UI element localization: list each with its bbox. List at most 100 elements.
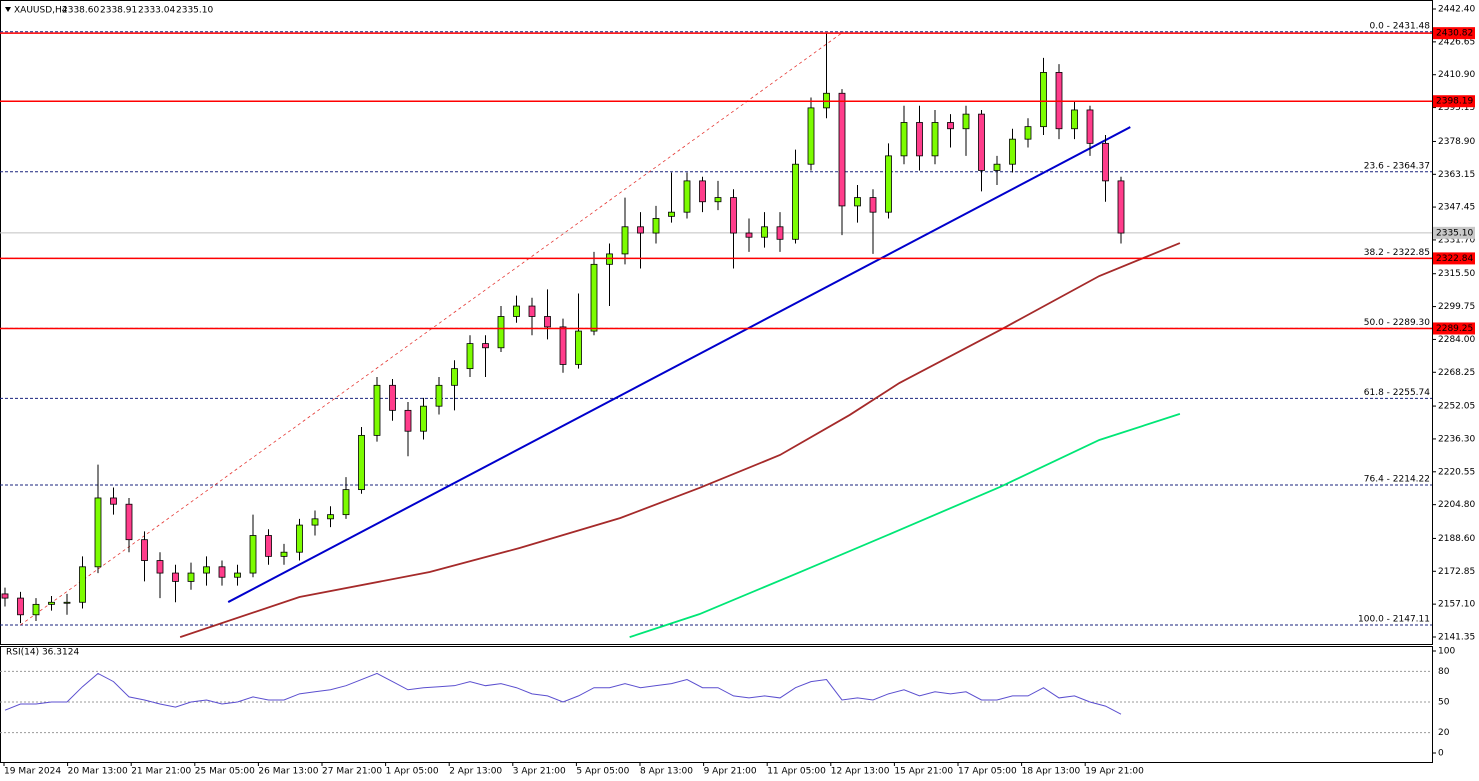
candle-body [342, 489, 350, 516]
level-box [1433, 322, 1475, 335]
candle-body [544, 316, 551, 328]
candle-body [17, 597, 24, 616]
fib-label: 61.8 - 2255.74 [1364, 388, 1430, 398]
symbol-icon [5, 7, 11, 12]
candle-body [978, 113, 985, 171]
x-tick-label: 19 Apr 21:00 [1085, 767, 1144, 777]
y-tick-label: 2252.05 [1438, 402, 1475, 412]
fib-trend [20, 31, 844, 626]
candle-body [885, 155, 892, 213]
candle-body [683, 180, 691, 213]
candle-body [637, 226, 644, 234]
y-tick-label: 2410.90 [1438, 70, 1475, 80]
candle-body [1086, 109, 1094, 144]
candle-body [838, 92, 846, 207]
candle-body [94, 497, 102, 568]
candle-body [745, 232, 753, 238]
y-tick-label: 2426.65 [1438, 37, 1475, 47]
candle-body [435, 384, 443, 407]
candle-body [590, 263, 598, 332]
rsi-tick-label: 0 [1438, 749, 1444, 759]
candle-body [296, 524, 303, 553]
y-tick-label: 2395.15 [1438, 103, 1475, 113]
y-tick-label: 2236.30 [1438, 434, 1475, 444]
candle-body [947, 122, 954, 130]
y-tick-label: 2188.60 [1438, 534, 1475, 544]
x-tick-label: 18 Apr 13:00 [1022, 767, 1081, 777]
x-tick-label: 21 Mar 21:00 [131, 767, 191, 777]
candle-body [187, 572, 195, 582]
candle-body [389, 384, 396, 411]
level-label: 2398.19 [1436, 97, 1473, 107]
ohlc-open: 2338.60 [62, 6, 99, 16]
rsi-panel-frame [0, 646, 1433, 763]
candle-body [404, 409, 412, 432]
candle-body [528, 305, 536, 317]
y-tick-label: 2347.45 [1438, 203, 1475, 213]
candle-body [327, 514, 334, 520]
y-tick-label: 2141.35 [1438, 633, 1475, 643]
x-tick-label: 26 Mar 13:00 [258, 767, 318, 777]
candle-body [931, 122, 939, 157]
price-panel-frame [0, 0, 1433, 645]
candle-body [420, 405, 427, 432]
rsi-tick-label: 100 [1438, 647, 1455, 657]
last-price-label: 2335.10 [1436, 228, 1473, 238]
y-tick-label: 2331.70 [1438, 235, 1475, 245]
y-tick-label: 2220.55 [1438, 467, 1475, 477]
candle-body [699, 180, 706, 203]
candle-body [141, 539, 148, 561]
level-label: 2289.25 [1436, 324, 1473, 334]
last-price-box [1433, 226, 1475, 239]
rsi-tick-label: 50 [1438, 698, 1450, 708]
candle-body [265, 535, 272, 557]
x-tick-label: 17 Apr 05:00 [958, 767, 1017, 777]
x-tick-label: 2 Apr 13:00 [449, 767, 502, 777]
x-tick-label: 19 Mar 2024 [4, 767, 61, 777]
candle-body [249, 535, 257, 574]
indicator-line [227, 126, 1131, 603]
ohlc-low: 2333.04 [138, 6, 175, 16]
candle-body [668, 211, 675, 217]
candle-body [280, 551, 288, 557]
candle-body [792, 163, 799, 240]
candle-body [234, 572, 241, 578]
x-tick-label: 27 Mar 21:00 [322, 767, 382, 777]
candle-body [482, 343, 489, 349]
candle-body [358, 434, 365, 491]
rsi-tick-label: 20 [1438, 728, 1450, 738]
candle-body [1024, 126, 1032, 140]
x-tick-label: 1 Apr 05:00 [386, 767, 439, 777]
x-tick-label: 3 Apr 21:00 [513, 767, 566, 777]
level-label: 2322.84 [1436, 254, 1473, 264]
y-tick-label: 2378.90 [1438, 137, 1475, 147]
indicator-line [179, 242, 1181, 638]
candle-body [1071, 109, 1078, 130]
level-box [1433, 252, 1475, 265]
ohlc-high: 2338.91 [100, 6, 137, 16]
x-tick-label: 11 Apr 05:00 [767, 767, 826, 777]
candle-body [993, 163, 1001, 171]
x-tick-label: 25 Mar 05:00 [195, 767, 255, 777]
x-tick-label: 20 Mar 13:00 [68, 767, 128, 777]
x-tick-label: 8 Apr 13:00 [640, 767, 693, 777]
candle-body [63, 601, 71, 604]
candle-body [1102, 142, 1109, 182]
candle-body [32, 603, 40, 616]
candle-body [1009, 138, 1016, 165]
candle-body [373, 384, 381, 436]
candle-body [451, 368, 458, 386]
candle-body [1040, 72, 1047, 128]
candle-body [48, 601, 55, 605]
candle-body [466, 343, 474, 370]
candle-body [621, 226, 629, 255]
candle-body [776, 226, 784, 240]
candle-body [513, 305, 520, 317]
candle-body [110, 497, 117, 505]
candle-body [497, 316, 505, 349]
candle-body [962, 113, 970, 130]
y-tick-label: 2172.85 [1438, 567, 1475, 577]
fib-label: 50.0 - 2289.30 [1364, 318, 1430, 328]
indicator-line [629, 413, 1181, 638]
